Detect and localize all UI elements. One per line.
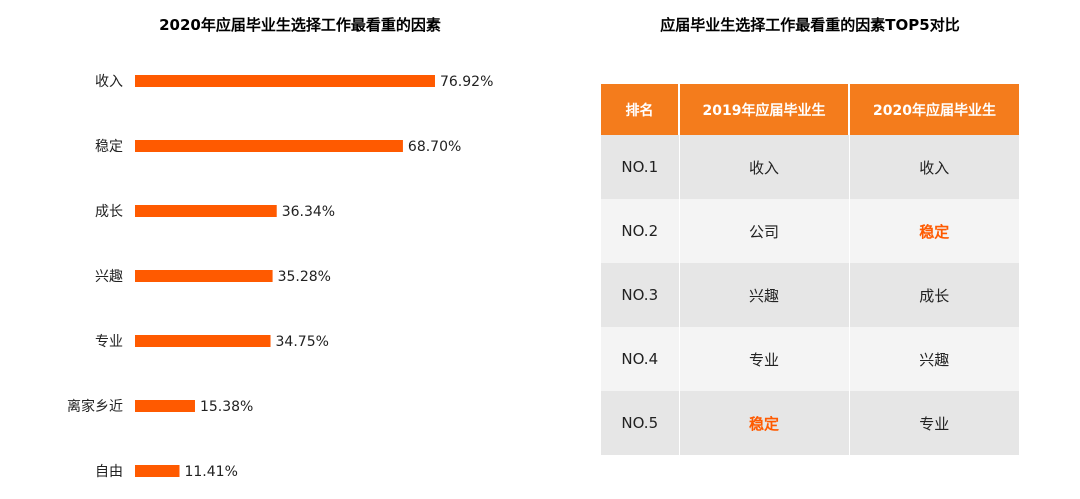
header-2020: 2020年应届毕业生 [849,84,1019,135]
cell-2020: 收入 [849,135,1019,199]
category-label: 成长 [95,204,123,220]
header-rank: 排名 [601,84,680,135]
rank-cell: NO.1 [601,135,680,199]
value-label: 36.34% [282,204,335,220]
value-label: 11.41% [184,464,237,480]
category-label: 兴趣 [95,269,123,285]
value-label: 76.92% [440,74,493,90]
ranking-table: 排名 2019年应届毕业生 2020年应届毕业生 NO.1 收入 收入 NO.2 公司稳… [601,84,1019,455]
bar [135,75,435,87]
value-label: 34.75% [276,334,329,350]
table-title: 应届毕业生选择工作最看重的因素TOP5对比 [660,16,960,34]
rank-cell: NO.2 [601,199,680,263]
bar [135,205,277,217]
value-label: 35.28% [278,269,331,285]
rank-cell: NO.3 [601,263,680,327]
bar [135,335,271,347]
cell-2020: 成长 [849,263,1019,327]
category-label: 稳定 [95,139,123,155]
bar-chart-title: 2020年应届毕业生选择工作最看重的因素 [159,16,441,34]
cell-2019: 公司 [679,199,850,263]
cell-2019: 兴趣 [679,263,850,327]
bar [135,465,180,477]
category-label: 收入 [95,74,123,90]
category-label: 自由 [95,464,123,480]
cell-2020: 稳定 [849,199,1019,263]
cell-2020: 兴趣 [849,327,1019,391]
value-label: 15.38% [200,399,253,415]
cell-2019: 收入 [679,135,850,199]
category-label: 专业 [95,334,123,350]
table-row: NO.2 公司 稳定 [601,199,1019,263]
bar-chart: 收入 76.92% 稳定 68.70% 成长 36.34% 兴趣 35.28% 专业 34.75%… [67,74,493,480]
value-label: 68.70% [408,139,461,155]
rank-cell: NO.5 [601,391,680,455]
header-2019: 2019年应届毕业生 [679,84,850,135]
cell-2019: 专业 [679,327,850,391]
table-header-row: 排名 2019年应届毕业生 2020年应届毕业生 [601,84,1019,135]
bar [135,140,403,152]
table-row: NO.4 专业 兴趣 [601,327,1019,391]
bar [135,270,273,282]
bar [135,400,195,412]
table-row: NO.3 兴趣 成长 [601,263,1019,327]
cell-2019: 稳定 [679,391,850,455]
table-row: NO.5 稳定 专业 [601,391,1019,455]
rank-cell: NO.4 [601,327,680,391]
cell-2020: 专业 [849,391,1019,455]
category-label: 离家乡近 [67,398,123,415]
table-row: NO.1 收入 收入 [601,135,1019,199]
